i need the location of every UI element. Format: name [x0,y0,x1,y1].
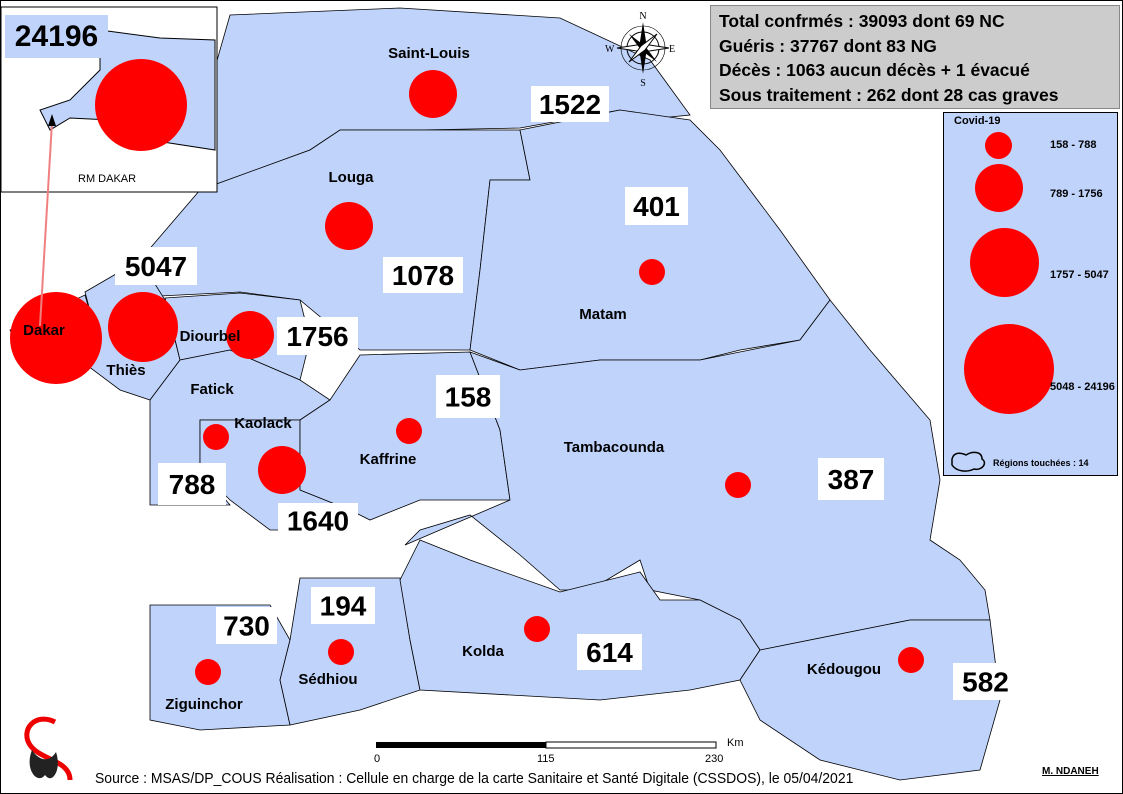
value-box-kolda [577,634,642,670]
bubble-kedougou [898,647,924,673]
stat-confirmed: Total confrmés : 39093 dont 69 NC [719,11,1005,31]
bubble-kaffrine [396,418,422,444]
value-box-kedougou [953,663,1018,700]
value-box-fatick [158,463,226,505]
region-name-kolda: Kolda [462,643,504,660]
region-name-kedougou: Kédougou [807,661,881,678]
case-count-saint-louis: 1522 [539,89,601,120]
scale-tick-0: 0 [374,753,381,765]
footer-source: Source : MSAS/DP_COUS Réalisation : Cell… [95,770,854,787]
legend-bubble-4 [964,324,1054,414]
value-box-thies [115,247,197,285]
legend-class-4: 5048 - 24196 [1050,381,1115,393]
region-name-sedhiou: Sédhiou [298,671,357,688]
bubble-diourbel [226,311,274,359]
case-count-sedhiou: 194 [320,591,367,622]
region-name-matam: Matam [579,306,627,323]
legend-class-1: 158 - 788 [1050,139,1097,151]
value-box-sedhiou [311,587,375,624]
bubble-saint-louis [409,70,457,118]
value-box-saint-louis [531,86,609,122]
msas-logo [24,716,73,781]
region-outline-icon [951,451,986,472]
stat-recovered: Guéris : 37767 dont 83 NG [719,35,937,56]
summary-stats-box: Total confrmés : 39093 dont 69 NC Guéris… [710,5,1120,109]
bubble-ziguinchor [195,659,221,685]
legend-class-2: 789 - 1756 [1050,188,1103,200]
case-count-thies: 5047 [125,251,187,282]
region-name-ziguinchor: Ziguinchor [165,696,243,713]
legend-title: Covid-19 [954,115,1001,127]
value-box-diourbel [277,317,358,355]
region-name-dakar: Dakar [23,322,65,339]
value-box-kaolack [278,503,358,538]
value-box-tambacounda [818,458,884,500]
case-count-kaffrine: 158 [445,382,492,413]
case-count-tambacounda: 387 [828,464,875,495]
bubble-kaolack [258,446,306,494]
legend-bubble-2 [975,164,1023,212]
scale-tick-230: 230 [705,753,724,765]
regions-affected: Régions touchées : 14 [993,458,1089,468]
bubble-tambacounda [725,472,751,498]
legend-class-3: 1757 - 5047 [1050,269,1109,281]
svg-text:S: S [640,78,646,89]
bubble-sedhiou [328,639,354,665]
value-box-louga [383,257,463,293]
region-kedougou [739,619,1001,781]
bubble-louga [325,202,373,250]
bubble-fatick [203,424,229,450]
case-count-kolda: 614 [586,637,633,668]
case-count-diourbel: 1756 [286,321,348,352]
case-count-louga: 1078 [392,260,454,291]
region-matam [469,109,831,371]
bubble-kolda [524,616,550,642]
bubble-dakar [10,292,102,384]
inset-dakar-bubble [95,59,187,151]
case-count-kaolack: 1640 [287,506,349,537]
bubble-matam [639,259,665,285]
legend-bubble-1 [985,132,1012,159]
case-count-matam: 401 [633,191,680,222]
case-count-kedougou: 582 [962,667,1009,698]
legend: Covid-19 158 - 788 789 - 1756 1757 - 504… [943,112,1118,476]
stat-deaths: Décès : 1063 aucun décès + 1 évacué [719,60,1030,80]
svg-text:E: E [669,44,675,55]
region-name-louga: Louga [329,169,375,186]
region-name-kaffrine: Kaffrine [360,451,417,468]
bubble-thies [108,292,178,362]
inset-dakar-value: 24196 [5,15,108,58]
region-name-thies: Thiès [106,362,145,379]
region-name-saint-louis: Saint-Louis [388,45,470,62]
arrow-head-icon [48,114,56,126]
svg-text:W: W [605,44,615,55]
scale-bar [376,741,717,749]
value-box-matam [625,187,688,225]
region-name-kaolack: Kaolack [234,415,292,432]
legend-bubble-3 [970,228,1039,297]
inset-pointer-line [39,121,53,327]
footer-author: M. NDANEH [1042,766,1099,777]
case-count-fatick: 788 [169,469,216,500]
inset-label: RM DAKAR [78,173,137,185]
value-box-kaffrine [436,375,500,418]
region-kolda [399,539,761,701]
stat-under-treatment: Sous traitement : 262 dont 28 cas graves [719,84,1059,105]
value-box-ziguinchor [216,607,277,644]
region-name-tambacounda: Tambacounda [564,439,665,456]
compass-rose-icon: N S E W [605,11,675,89]
region-name-diourbel: Diourbel [180,328,241,345]
svg-text:N: N [639,11,646,22]
scale-unit: Km [727,737,744,749]
scale-tick-115: 115 [537,753,555,765]
region-name-fatick: Fatick [190,381,234,398]
case-count-ziguinchor: 730 [223,611,270,642]
